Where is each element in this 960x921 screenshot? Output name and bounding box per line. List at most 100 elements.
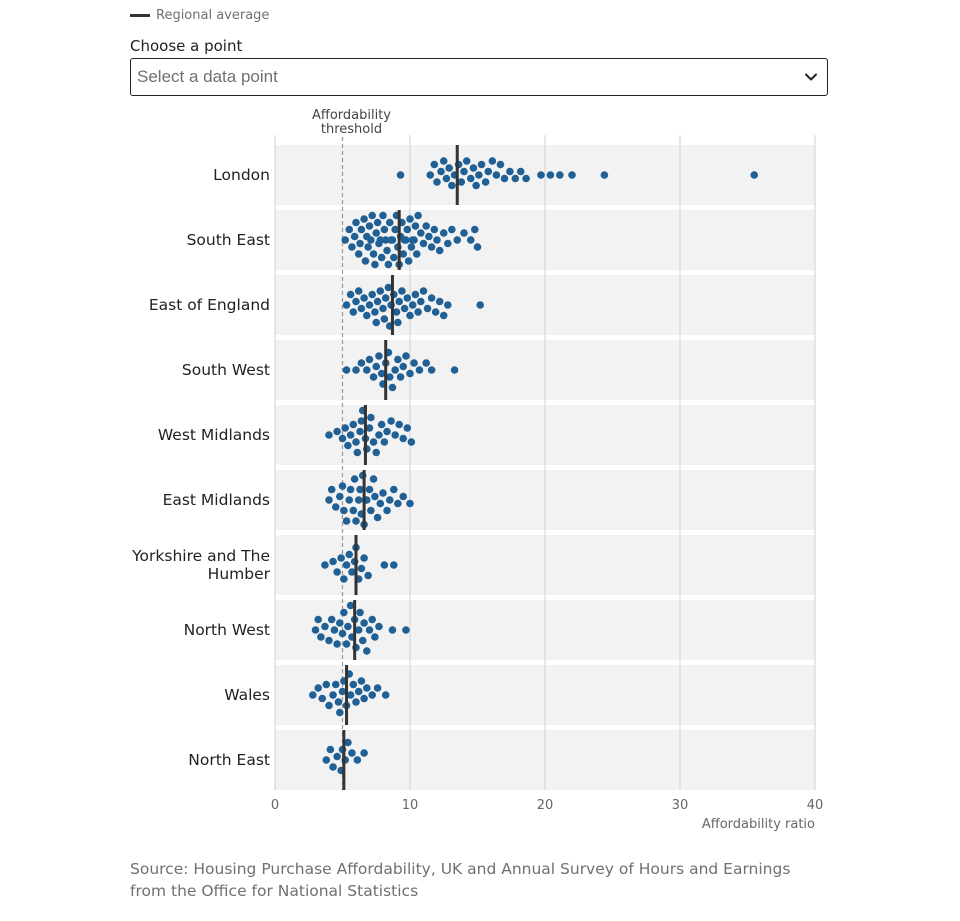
data-point-south-east [391, 225, 399, 234]
data-point-south-west [342, 366, 351, 374]
data-point-south-east [348, 243, 356, 251]
data-point-east-of-england [417, 297, 425, 306]
data-point-east-of-england [392, 308, 401, 316]
data-point-east-of-england [423, 304, 432, 313]
data-point-west-midlands [344, 441, 352, 450]
data-point-north-east [326, 745, 335, 754]
data-point-west-midlands [399, 434, 408, 443]
data-point-london [426, 171, 435, 179]
data-point-london [462, 157, 471, 165]
data-point-london [439, 157, 448, 165]
data-point-wales [360, 694, 368, 703]
data-point-south-west [402, 352, 410, 360]
data-point-east-midlands [338, 482, 347, 490]
data-point-south-east [410, 236, 418, 244]
data-point-yorkshire-and-the-humber [345, 550, 354, 559]
data-point-london [600, 171, 609, 179]
data-point-east-of-england [394, 318, 402, 327]
threshold-label: threshold [321, 122, 382, 137]
data-point-north-west [311, 626, 320, 634]
data-point-south-east [371, 260, 379, 269]
region-label: East of England [149, 296, 270, 314]
x-tick-label: 20 [537, 798, 554, 813]
data-point-north-west [327, 615, 336, 624]
data-point-london [469, 164, 478, 172]
data-point-london [430, 160, 439, 169]
data-point-east-of-england [444, 301, 452, 309]
data-point-wales [346, 691, 355, 699]
region-label: North East [188, 751, 270, 769]
data-point-west-midlands [353, 448, 362, 457]
data-point-south-east [361, 257, 370, 265]
data-point-south-west [399, 362, 408, 371]
data-point-yorkshire-and-the-humber [337, 554, 345, 562]
data-point-east-midlands [371, 492, 379, 501]
data-point-north-east [344, 738, 352, 747]
data-point-east-of-england [372, 318, 381, 327]
data-point-south-east [384, 260, 393, 269]
data-point-east-midlands [406, 499, 414, 508]
region-label: Wales [224, 686, 270, 704]
data-point-london [475, 171, 483, 179]
data-point-south-east [414, 211, 422, 220]
data-point-west-midlands [365, 424, 374, 432]
data-point-west-midlands [357, 417, 366, 425]
data-point-east-midlands [373, 513, 382, 522]
data-point-east-midlands [369, 475, 378, 483]
data-point-yorkshire-and-the-humber [348, 568, 356, 576]
data-point-london [488, 157, 497, 165]
legend: Regional average [130, 8, 269, 23]
data-point-west-midlands [383, 427, 391, 436]
data-point-london [448, 181, 456, 190]
data-point-south-west [352, 366, 360, 374]
data-point-west-midlands [395, 420, 404, 429]
data-point-london [556, 171, 564, 179]
region-label: West Midlands [158, 426, 270, 444]
data-point-select[interactable]: Select a data point [130, 58, 828, 96]
picker-label: Choose a point [130, 37, 243, 55]
data-point-london [445, 164, 453, 172]
data-point-east-of-england [363, 311, 371, 320]
data-point-wales [373, 684, 382, 692]
data-point-south-east [367, 236, 375, 244]
data-point-north-west [346, 601, 355, 610]
data-point-wales [331, 680, 340, 689]
data-point-east-midlands [325, 496, 333, 504]
data-point-south-east [345, 225, 354, 234]
data-point-south-east [404, 257, 413, 265]
data-point-london [516, 167, 525, 176]
data-point-south-east [365, 222, 374, 230]
data-point-east-of-england [435, 297, 444, 306]
data-point-south-west [388, 383, 397, 392]
data-point-south-east [357, 225, 366, 234]
data-point-yorkshire-and-the-humber [360, 554, 368, 562]
data-point-south-east [377, 253, 386, 262]
region-label: Yorkshire and The [131, 547, 270, 565]
data-point-east-of-england [380, 315, 389, 323]
data-point-east-of-england [365, 301, 374, 309]
data-point-east-of-england [395, 297, 404, 306]
data-point-south-west [410, 359, 418, 367]
data-point-wales [349, 680, 358, 689]
data-point-wales [368, 691, 377, 699]
data-point-north-east [348, 749, 356, 757]
data-point-east-of-england [414, 308, 422, 316]
data-point-south-east [460, 229, 468, 237]
data-point-east-midlands [367, 506, 375, 515]
data-point-wales [352, 698, 360, 706]
data-point-south-west [415, 366, 424, 374]
data-point-east-midlands [356, 485, 364, 494]
data-point-south-west [422, 359, 431, 367]
data-point-east-of-england [439, 311, 448, 320]
data-point-south-east [356, 239, 364, 248]
region-label: North West [184, 621, 270, 639]
data-point-east-of-england [398, 287, 406, 295]
data-point-yorkshire-and-the-humber [380, 561, 389, 569]
data-point-north-east [333, 752, 341, 761]
data-point-west-midlands [380, 438, 389, 446]
data-point-south-east [402, 236, 410, 244]
data-point-north-west [375, 622, 383, 631]
data-point-north-east [322, 756, 331, 764]
data-point-south-east [380, 225, 389, 234]
